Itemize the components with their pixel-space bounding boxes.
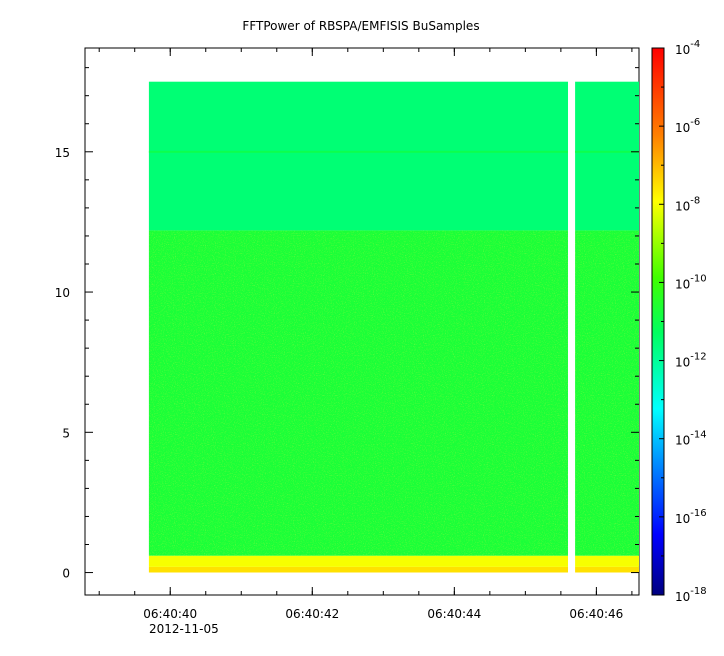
y-tick-label: 10 bbox=[55, 286, 70, 300]
x-tick-label: 06:40:44 bbox=[427, 607, 481, 621]
y-tick-label: 5 bbox=[62, 426, 70, 440]
heatmap-line-feature bbox=[148, 150, 568, 153]
heatmap-band bbox=[148, 566, 568, 573]
colorbar-tick-label: 10-18 bbox=[675, 586, 707, 604]
heatmap-noise bbox=[575, 230, 639, 556]
spectrogram-image bbox=[148, 81, 639, 573]
x-tick-label: 06:40:42 bbox=[285, 607, 339, 621]
y-axis: 0 5 10 15 bbox=[55, 67, 639, 581]
chart-title: FFTPower of RBSPA/EMFISIS BuSamples bbox=[242, 19, 479, 33]
colorbar-tick-label: 10-4 bbox=[675, 39, 700, 57]
colorbar-axis: 10-4 10-6 10-8 10-10 10-12 10-14 10-16 10-18 bbox=[659, 39, 707, 604]
colorbar-tick-label: 10-14 bbox=[675, 430, 707, 448]
heatmap-band bbox=[575, 555, 639, 567]
x-tick-label: 06:40:46 bbox=[569, 607, 623, 621]
y-tick-label: 15 bbox=[55, 146, 70, 160]
colorbar-tick-label: 10-10 bbox=[675, 273, 707, 291]
x-axis: 06:40:40 06:40:42 06:40:44 06:40:46 bbox=[98, 48, 633, 621]
x-axis-date-label: 2012-11-05 bbox=[149, 622, 219, 636]
y-tick-label: 0 bbox=[62, 567, 70, 581]
colorbar-tick-label: 10-8 bbox=[675, 195, 700, 213]
colorbar-tick-label: 10-16 bbox=[675, 508, 707, 526]
heatmap-band bbox=[575, 81, 639, 231]
heatmap-line-feature bbox=[575, 150, 639, 153]
heatmap-band bbox=[148, 81, 568, 231]
colorbar-tick-label: 10-12 bbox=[675, 352, 707, 370]
heatmap-noise bbox=[148, 230, 568, 556]
colorbar-tick-label: 10-6 bbox=[675, 117, 700, 135]
heatmap-band bbox=[148, 555, 568, 567]
heatmap-band bbox=[575, 566, 639, 573]
x-tick-label: 06:40:40 bbox=[143, 607, 197, 621]
